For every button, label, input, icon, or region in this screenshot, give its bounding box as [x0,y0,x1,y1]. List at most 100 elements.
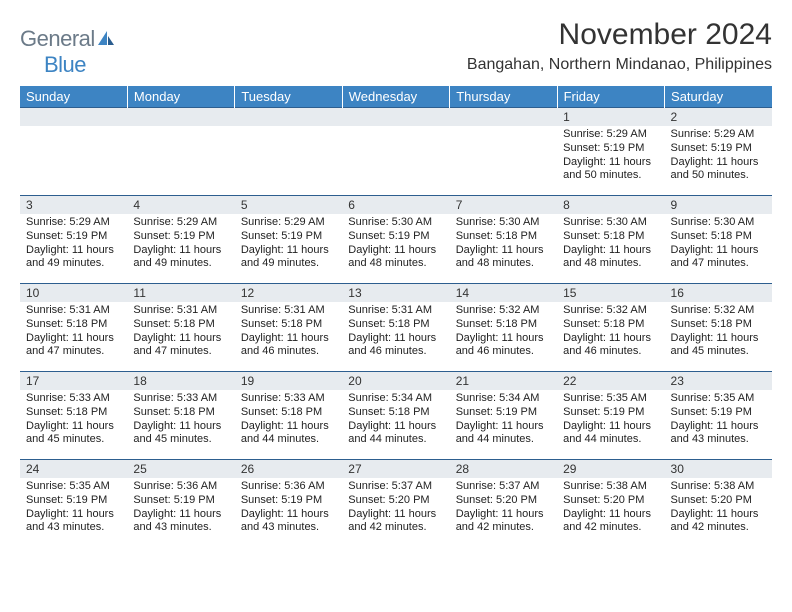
calendar-day-cell: 17Sunrise: 5:33 AMSunset: 5:18 PMDayligh… [20,372,127,460]
day-details: Sunrise: 5:37 AMSunset: 5:20 PMDaylight:… [450,478,557,539]
day-detail-line: Daylight: 11 hours and 46 minutes. [456,332,551,360]
day-detail-line: Sunrise: 5:29 AM [26,216,121,230]
calendar-day-cell: 20Sunrise: 5:34 AMSunset: 5:18 PMDayligh… [342,372,449,460]
day-detail-line: Sunset: 5:18 PM [456,230,551,244]
day-detail-line: Sunset: 5:18 PM [671,230,766,244]
day-detail-line: Daylight: 11 hours and 44 minutes. [456,420,551,448]
day-detail-line: Daylight: 11 hours and 43 minutes. [26,508,121,536]
day-details: Sunrise: 5:32 AMSunset: 5:18 PMDaylight:… [450,302,557,363]
day-detail-line: Sunrise: 5:33 AM [26,392,121,406]
day-detail-line: Sunset: 5:19 PM [456,406,551,420]
day-detail-line: Sunrise: 5:30 AM [348,216,443,230]
day-details [342,126,449,132]
calendar-week-row: 17Sunrise: 5:33 AMSunset: 5:18 PMDayligh… [20,372,772,460]
day-detail-line: Sunrise: 5:36 AM [133,480,228,494]
weekday-header: Sunday [20,86,127,108]
day-number: 5 [235,196,342,214]
calendar-day-cell: 11Sunrise: 5:31 AMSunset: 5:18 PMDayligh… [127,284,234,372]
day-details [20,126,127,132]
day-number: 27 [342,460,449,478]
day-detail-line: Sunset: 5:18 PM [348,318,443,332]
calendar-day-cell: 7Sunrise: 5:30 AMSunset: 5:18 PMDaylight… [450,196,557,284]
day-detail-line: Sunset: 5:18 PM [26,406,121,420]
day-detail-line: Sunset: 5:18 PM [671,318,766,332]
day-number: 24 [20,460,127,478]
day-number: 15 [557,284,664,302]
day-detail-line: Daylight: 11 hours and 45 minutes. [671,332,766,360]
weekday-header: Monday [127,86,234,108]
day-detail-line: Sunrise: 5:29 AM [563,128,658,142]
calendar-day-cell: 26Sunrise: 5:36 AMSunset: 5:19 PMDayligh… [235,460,342,548]
day-detail-line: Sunset: 5:20 PM [348,494,443,508]
day-details: Sunrise: 5:29 AMSunset: 5:19 PMDaylight:… [235,214,342,275]
day-details: Sunrise: 5:31 AMSunset: 5:18 PMDaylight:… [342,302,449,363]
calendar-day-cell: 27Sunrise: 5:37 AMSunset: 5:20 PMDayligh… [342,460,449,548]
sail-icon [97,30,115,46]
calendar-day-cell: 2Sunrise: 5:29 AMSunset: 5:19 PMDaylight… [665,108,772,196]
day-detail-line: Sunrise: 5:33 AM [133,392,228,406]
day-detail-line: Sunset: 5:18 PM [348,406,443,420]
day-number: 14 [450,284,557,302]
day-number [342,108,449,126]
calendar-week-row: 24Sunrise: 5:35 AMSunset: 5:19 PMDayligh… [20,460,772,548]
day-details: Sunrise: 5:34 AMSunset: 5:19 PMDaylight:… [450,390,557,451]
day-details: Sunrise: 5:32 AMSunset: 5:18 PMDaylight:… [557,302,664,363]
calendar-day-cell [20,108,127,196]
day-detail-line: Daylight: 11 hours and 48 minutes. [563,244,658,272]
calendar-day-cell: 14Sunrise: 5:32 AMSunset: 5:18 PMDayligh… [450,284,557,372]
weekday-header: Thursday [450,86,557,108]
calendar-day-cell: 1Sunrise: 5:29 AMSunset: 5:19 PMDaylight… [557,108,664,196]
calendar-day-cell: 19Sunrise: 5:33 AMSunset: 5:18 PMDayligh… [235,372,342,460]
day-number: 23 [665,372,772,390]
day-detail-line: Sunset: 5:19 PM [133,230,228,244]
day-details: Sunrise: 5:35 AMSunset: 5:19 PMDaylight:… [665,390,772,451]
calendar-day-cell: 29Sunrise: 5:38 AMSunset: 5:20 PMDayligh… [557,460,664,548]
day-details: Sunrise: 5:30 AMSunset: 5:19 PMDaylight:… [342,214,449,275]
day-detail-line: Sunset: 5:18 PM [241,406,336,420]
calendar-day-cell: 9Sunrise: 5:30 AMSunset: 5:18 PMDaylight… [665,196,772,284]
day-detail-line: Daylight: 11 hours and 43 minutes. [133,508,228,536]
day-detail-line: Daylight: 11 hours and 47 minutes. [26,332,121,360]
calendar-day-cell: 21Sunrise: 5:34 AMSunset: 5:19 PMDayligh… [450,372,557,460]
day-detail-line: Sunset: 5:19 PM [26,230,121,244]
day-detail-line: Daylight: 11 hours and 48 minutes. [456,244,551,272]
day-details: Sunrise: 5:37 AMSunset: 5:20 PMDaylight:… [342,478,449,539]
day-detail-line: Sunset: 5:19 PM [26,494,121,508]
day-number: 22 [557,372,664,390]
day-detail-line: Sunrise: 5:35 AM [26,480,121,494]
calendar-day-cell [450,108,557,196]
calendar-day-cell: 12Sunrise: 5:31 AMSunset: 5:18 PMDayligh… [235,284,342,372]
day-detail-line: Sunset: 5:19 PM [671,406,766,420]
day-detail-line: Sunrise: 5:29 AM [241,216,336,230]
day-detail-line: Daylight: 11 hours and 42 minutes. [563,508,658,536]
day-details: Sunrise: 5:36 AMSunset: 5:19 PMDaylight:… [127,478,234,539]
day-detail-line: Daylight: 11 hours and 49 minutes. [241,244,336,272]
calendar-day-cell: 16Sunrise: 5:32 AMSunset: 5:18 PMDayligh… [665,284,772,372]
weekday-header: Wednesday [342,86,449,108]
day-detail-line: Daylight: 11 hours and 46 minutes. [348,332,443,360]
day-detail-line: Sunset: 5:19 PM [563,142,658,156]
day-detail-line: Sunrise: 5:38 AM [563,480,658,494]
day-detail-line: Sunrise: 5:31 AM [348,304,443,318]
day-detail-line: Daylight: 11 hours and 42 minutes. [348,508,443,536]
day-number [20,108,127,126]
day-detail-line: Sunrise: 5:33 AM [241,392,336,406]
day-details: Sunrise: 5:31 AMSunset: 5:18 PMDaylight:… [20,302,127,363]
day-number: 19 [235,372,342,390]
day-number: 1 [557,108,664,126]
day-number: 18 [127,372,234,390]
day-details: Sunrise: 5:30 AMSunset: 5:18 PMDaylight:… [450,214,557,275]
day-detail-line: Sunset: 5:20 PM [671,494,766,508]
day-detail-line: Daylight: 11 hours and 50 minutes. [671,156,766,184]
day-details: Sunrise: 5:29 AMSunset: 5:19 PMDaylight:… [665,126,772,187]
day-detail-line: Sunrise: 5:29 AM [133,216,228,230]
month-title: November 2024 [467,18,772,52]
day-number: 10 [20,284,127,302]
title-block: November 2024 Bangahan, Northern Mindana… [467,18,772,74]
day-detail-line: Sunset: 5:19 PM [563,406,658,420]
day-number [450,108,557,126]
day-detail-line: Sunrise: 5:30 AM [456,216,551,230]
day-detail-line: Sunset: 5:20 PM [456,494,551,508]
day-details [127,126,234,132]
calendar-day-cell: 24 Sunrise: 5:35 AMSunset: 5:19 PMDayligh… [20,460,127,548]
